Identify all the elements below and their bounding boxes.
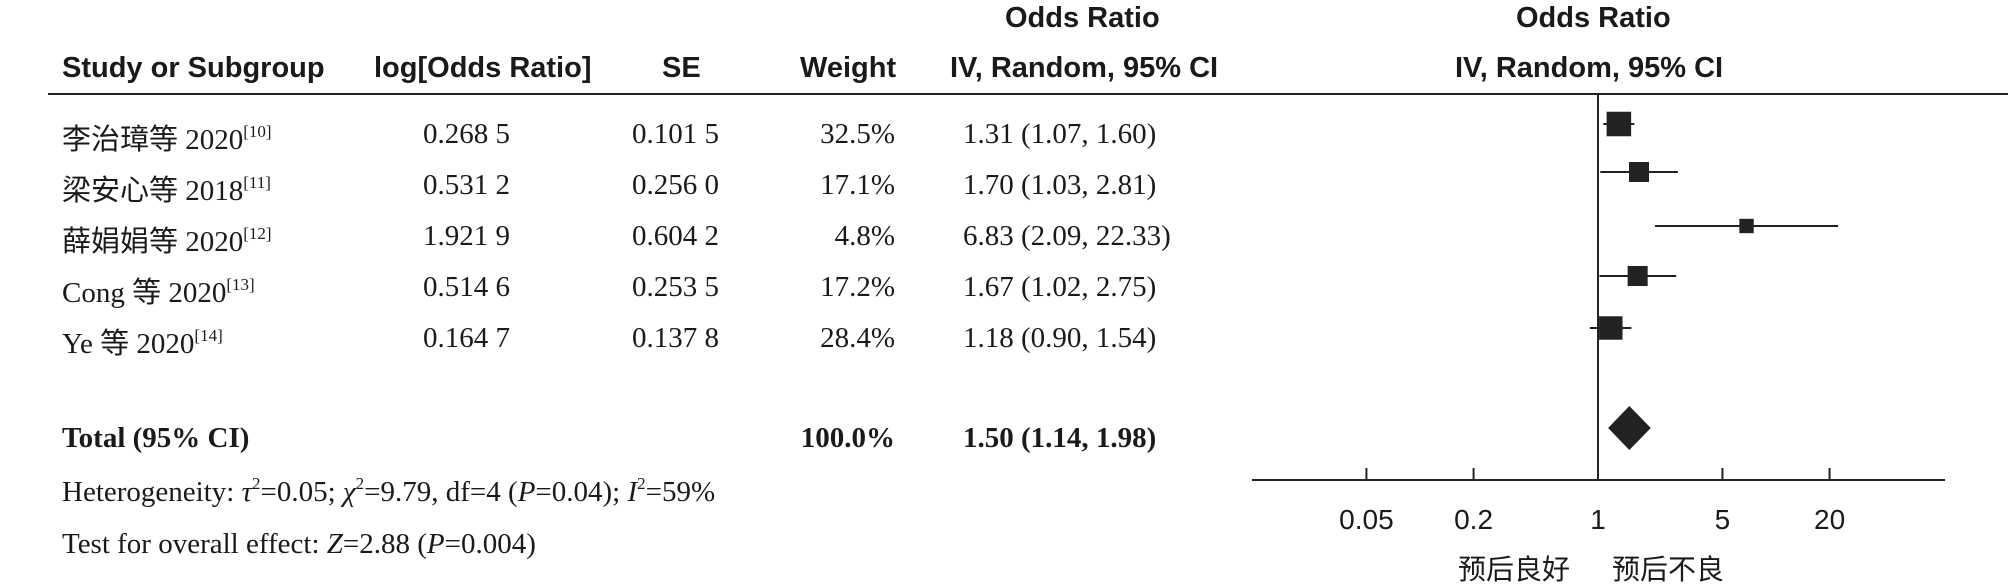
point-estimate-marker <box>1599 316 1623 340</box>
study-log-or: 1.921 9 <box>423 220 510 252</box>
study-se: 0.137 8 <box>632 322 719 354</box>
or-method-header: IV, Random, 95% CI <box>950 52 1219 84</box>
or-title-header: Odds Ratio <box>1005 2 1160 34</box>
header-rule <box>48 93 2008 95</box>
study-or-ci: 6.83 (2.09, 22.33) <box>963 220 1171 252</box>
x-tick-label: 5 <box>1714 504 1731 535</box>
study-weight: 17.2% <box>820 271 895 303</box>
reference-superscript: [12] <box>243 224 272 243</box>
x-tick-label: 20 <box>1814 504 1846 535</box>
study-weight: 4.8% <box>834 220 895 252</box>
reference-superscript: [14] <box>194 326 223 345</box>
study-or-ci: 1.67 (1.02, 2.75) <box>963 271 1157 303</box>
study-or-ci: 1.70 (1.03, 2.81) <box>963 169 1157 201</box>
log-or-header: log[Odds Ratio] <box>374 52 592 84</box>
study-log-or: 0.268 5 <box>423 118 510 150</box>
overall-effect-test: Test for overall effect: Z=2.88 (P=0.004… <box>62 528 536 560</box>
study-se: 0.256 0 <box>632 169 719 201</box>
study-or-ci: 1.18 (0.90, 1.54) <box>963 322 1157 354</box>
point-estimate-marker <box>1627 265 1648 287</box>
study-weight: 17.1% <box>820 169 895 201</box>
heterogeneity-stats: Heterogeneity: τ2=0.05; χ2=9.79, df=4 (P… <box>62 474 716 508</box>
study-name: 李治璋等 2020[10] <box>62 122 272 156</box>
study-weight: 28.4% <box>820 322 895 354</box>
favours-right-label: 预后不良 <box>1612 553 1725 586</box>
study-se: 0.604 2 <box>632 220 719 252</box>
x-tick-label: 0.2 <box>1454 504 1494 535</box>
reference-superscript: [10] <box>243 122 272 141</box>
total-or-ci: 1.50 (1.14, 1.98) <box>963 422 1157 454</box>
study-header: Study or Subgroup <box>62 52 325 84</box>
point-estimate-marker <box>1606 111 1632 137</box>
x-tick-label: 0.05 <box>1339 504 1394 535</box>
pooled-estimate-diamond <box>1608 406 1651 450</box>
study-or-ci: 1.31 (1.07, 1.60) <box>963 118 1157 150</box>
study-name: 梁安心等 2018[11] <box>62 173 271 207</box>
study-log-or: 0.531 2 <box>423 169 510 201</box>
plot-title-header: Odds Ratio <box>1516 2 1671 34</box>
total-weight: 100.0% <box>800 422 895 454</box>
reference-superscript: [13] <box>226 275 255 294</box>
reference-superscript: [11] <box>243 173 271 192</box>
study-log-or: 0.164 7 <box>423 322 510 354</box>
study-name: Ye 等 2020[14] <box>62 326 223 360</box>
point-estimate-marker <box>1739 218 1754 234</box>
x-tick-label: 1 <box>1590 504 1606 535</box>
point-estimate-marker <box>1629 162 1650 182</box>
study-name: Cong 等 2020[13] <box>62 275 255 309</box>
total-label: Total (95% CI) <box>62 422 250 454</box>
favours-left-label: 预后良好 <box>1458 553 1571 586</box>
study-weight: 32.5% <box>820 118 895 150</box>
weight-header: Weight <box>800 52 897 84</box>
plot-method-header: IV, Random, 95% CI <box>1455 52 1724 84</box>
se-header: SE <box>662 52 701 84</box>
study-log-or: 0.514 6 <box>423 271 510 303</box>
study-se: 0.253 5 <box>632 271 719 303</box>
study-se: 0.101 5 <box>632 118 719 150</box>
study-name: 薛娟娟等 2020[12] <box>62 224 272 258</box>
